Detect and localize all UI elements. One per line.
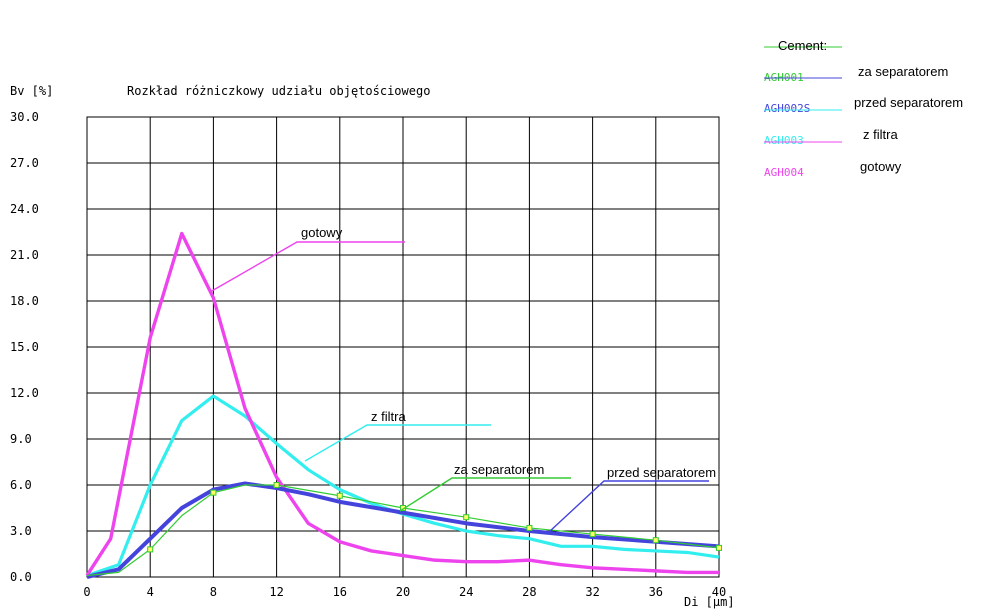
x-tick-label: 40 (712, 585, 726, 599)
x-tick-label: 28 (522, 585, 536, 599)
y-tick-label: 27.0 (10, 156, 39, 170)
y-tick-label: 18.0 (10, 294, 39, 308)
legend-label: gotowy (860, 159, 902, 174)
series-marker (652, 537, 659, 544)
grid (86, 116, 720, 578)
annotation-leader (209, 241, 405, 293)
series-marker (336, 492, 343, 499)
legend-code: AGH002S (764, 102, 810, 115)
axis-labels: 0 4 8 12 16 20 24 28 32 36 40 0.0 3.0 6.0 9.0 12.0 15.0 1… (10, 110, 726, 599)
annotation-label: gotowy (301, 225, 343, 240)
x-tick-label: 12 (269, 585, 283, 599)
series-line-agh001 (86, 484, 720, 577)
x-tick-label: 0 (83, 585, 90, 599)
series-marker (589, 531, 596, 538)
y-tick-label: 9.0 (10, 432, 32, 446)
legend-code: AGH004 (764, 166, 804, 179)
annotation-layer: gotowy z filtra za separatorem przed separa… (209, 225, 716, 533)
legend-label: przed separatorem (854, 95, 963, 110)
chart-title: Rozkład różniczkowy udziału objętościowe… (127, 84, 430, 98)
legend-title: Cement: (778, 38, 827, 53)
legend-label: za separatorem (858, 64, 948, 79)
x-tick-label: 32 (585, 585, 599, 599)
series-layer (85, 231, 722, 579)
annotation-label: z filtra (371, 409, 406, 424)
annotation-leader (304, 424, 491, 462)
series-marker (526, 524, 533, 531)
x-tick-label: 16 (333, 585, 347, 599)
y-tick-label: 6.0 (10, 478, 32, 492)
annotation-leader (399, 477, 571, 512)
y-axis-label: Bv [%] (10, 84, 53, 98)
y-tick-label: 15.0 (10, 340, 39, 354)
annotation-leader (548, 480, 709, 533)
x-tick-label: 8 (210, 585, 217, 599)
series-line-agh002s (86, 481, 720, 579)
y-tick-label: 24.0 (10, 202, 39, 216)
x-tick-label: 24 (459, 585, 473, 599)
series-marker (273, 482, 280, 488)
series-line-agh004 (85, 231, 719, 577)
legend-code: AGH003 (764, 134, 804, 147)
annotation-label: za separatorem (454, 462, 544, 477)
x-tick-label: 36 (649, 585, 663, 599)
y-tick-label: 3.0 (10, 524, 32, 538)
series-marker (463, 514, 470, 521)
x-tick-label: 4 (147, 585, 154, 599)
series-marker (147, 546, 154, 553)
legend-label: z filtra (863, 127, 898, 142)
series-marker (210, 489, 217, 496)
annotation-label: przed separatorem (607, 465, 716, 480)
series-marker (716, 544, 722, 551)
x-axis-label: Di [µm] (684, 595, 735, 609)
y-tick-label: 21.0 (10, 248, 39, 262)
x-tick-label: 20 (396, 585, 410, 599)
y-tick-label: 12.0 (10, 386, 39, 400)
y-tick-label: 30.0 (10, 110, 39, 124)
y-tick-label: 0.0 (10, 570, 32, 584)
